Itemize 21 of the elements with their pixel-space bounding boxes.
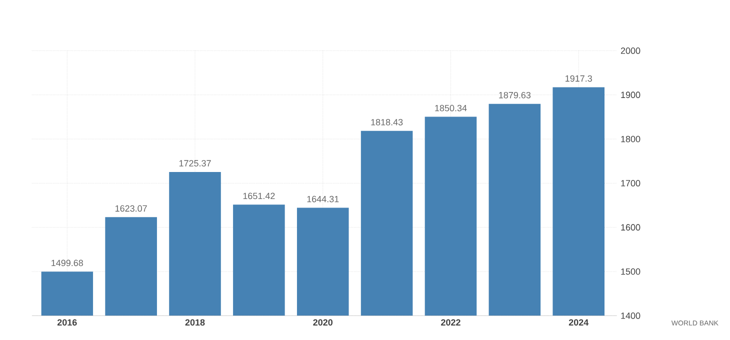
x-tick-label: 2020 [313,319,333,326]
y-tick-label: 1400 [621,312,640,319]
data-label: 1499.68 [52,260,83,266]
y-tick-label: 1500 [621,268,640,275]
data-label: 1879.63 [499,92,531,98]
data-label: 1725.37 [179,160,211,166]
y-tick-label: 1900 [621,92,640,98]
data-label: 1651.42 [243,192,275,200]
y-tick-label: 1800 [621,136,640,142]
data-label: 1917.3 [566,75,592,82]
x-tick-label: 2024 [568,319,589,326]
data-label: 1644.31 [307,196,339,202]
x-tick-label: 2018 [185,319,205,326]
data-label: 1623.07 [115,205,147,212]
data-label: 1818.43 [371,118,403,126]
x-tick-label: 2022 [441,319,460,326]
y-tick-label: 1700 [621,180,640,186]
x-tick-label: 2016 [57,319,77,326]
y-tick-label: 1600 [621,224,640,231]
y-tick-label: 2000 [620,48,640,54]
data-label: 1850.34 [435,104,467,112]
